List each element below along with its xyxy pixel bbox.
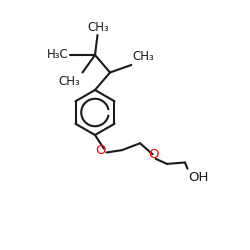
Text: CH₃: CH₃ bbox=[58, 75, 80, 88]
Text: CH₃: CH₃ bbox=[132, 50, 154, 64]
Text: CH₃: CH₃ bbox=[88, 21, 110, 34]
Text: O: O bbox=[95, 144, 106, 156]
Text: OH: OH bbox=[189, 171, 209, 184]
Text: H₃C: H₃C bbox=[47, 48, 69, 62]
Text: O: O bbox=[148, 148, 158, 161]
